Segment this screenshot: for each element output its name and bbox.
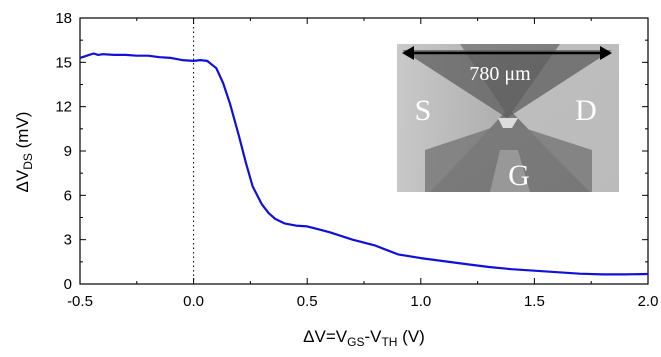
y-axis-ticks: 0 3 6 9 12 15 18 [55,10,648,293]
x-tick-label: -0.5 [67,293,93,310]
x-axis-title: ΔV=VGS-VTH (V) [303,327,425,349]
y-tick-label: 18 [55,10,72,27]
series-group [79,52,649,276]
y-tick-label: 15 [55,54,72,71]
x-tick-label: 1.5 [524,293,545,310]
inset-drain-label: D [575,94,597,127]
x-tick-label: 0.5 [297,293,318,310]
x-tick-label: 2.0 [638,293,659,310]
x-tick-label: 0.0 [183,293,204,310]
y-tick-label: 12 [55,99,72,116]
series-line [79,52,649,276]
inset-scale-label: 780 μm [469,63,531,85]
y-tick-label: 3 [64,232,72,249]
inset-gate-label: G [508,159,530,192]
y-axis-title: ΔVDS (mV) [13,112,35,193]
y-tick-label: 9 [64,143,72,160]
inset-image [397,44,619,192]
x-axis-ticks: -0.5 0.0 0.5 1.0 1.5 2.0 [67,18,658,310]
inset-source-label: S [415,94,432,127]
x-tick-label: 1.0 [410,293,431,310]
y-tick-label: 0 [64,276,72,293]
y-tick-label: 6 [64,187,72,204]
